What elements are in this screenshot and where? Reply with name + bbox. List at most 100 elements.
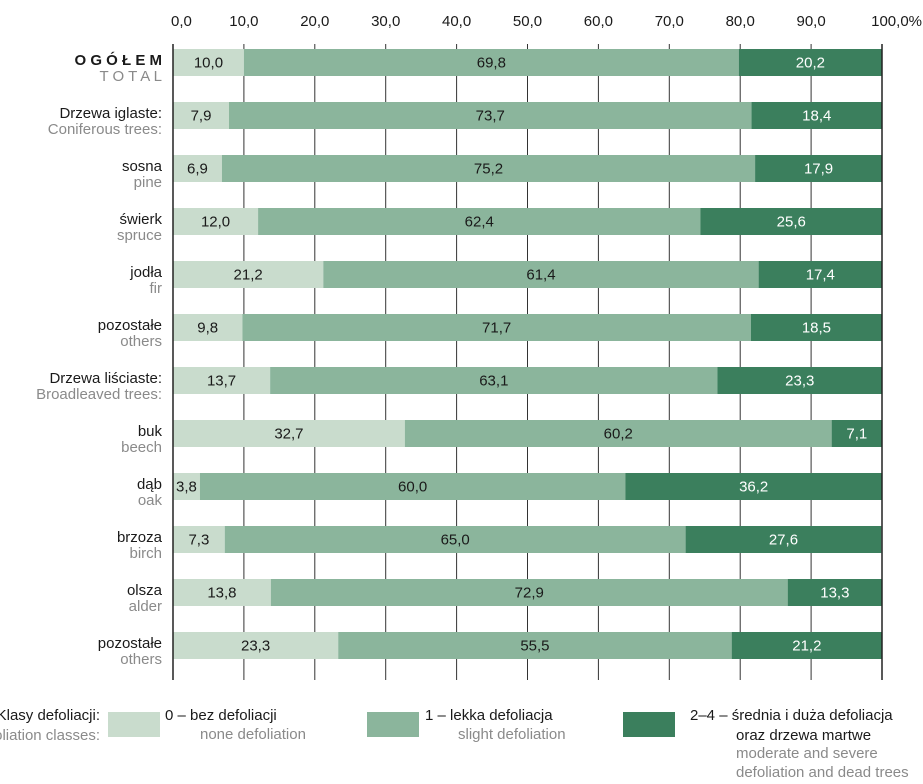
bar-slight [229,102,752,129]
data-label: 21,2 [792,638,821,655]
category-label-pl: Drzewa iglaste: [59,105,162,122]
bars: 10,0 69,8 20,2 7,9 73,7 18,4 6,9 75,2 17,9 12,0 62… [173,49,882,659]
data-label: 36,2 [739,479,768,496]
gridlines [172,44,883,680]
data-label: 13,3 [820,585,849,602]
data-label: 10,0 [194,55,223,72]
bar-slight [338,632,732,659]
data-label: 17,4 [806,267,835,284]
x-tick-label: 60,0 [584,13,613,30]
category-label-pl: olsza [127,582,163,599]
data-label: 18,5 [802,320,831,337]
legend-swatch-severe [623,712,675,737]
x-tick-label: 70,0 [655,13,684,30]
category-label-pl: jodła [129,264,162,281]
category-label-pl: Drzewa liściaste: [49,370,162,387]
data-label: 65,0 [441,532,470,549]
x-axis-ticks: 0,0 10,0 20,0 30,0 40,0 50,0 60,0 70,0 80,0 90,0 1… [171,13,922,30]
data-label: 7,3 [188,532,209,549]
bar-slight [224,526,686,553]
x-tick-label: 80,0 [726,13,755,30]
bar-none [173,579,271,606]
legend-label-en: slight defoliation [458,726,566,743]
bar-severe [750,314,882,341]
bar-none [173,155,222,182]
x-tick-label: 50,0 [513,13,542,30]
legend-label-en: none defoliation [200,726,306,743]
bar-severe [751,102,882,129]
data-label: 71,7 [482,320,511,337]
bar-none [173,208,259,235]
data-label: 69,8 [477,55,506,72]
x-tick-label: 40,0 [442,13,471,30]
data-label: 20,2 [796,55,825,72]
bar-slight [404,420,832,447]
category-label-en: Broadleaved trees: [36,386,162,403]
bar-slight [323,261,759,288]
category-label-pl: dąb [137,476,162,493]
bar-severe [700,208,882,235]
data-label: 21,2 [234,267,263,284]
data-label: 73,7 [476,108,505,125]
data-label: 7,9 [191,108,212,125]
bar-severe [787,579,882,606]
category-label-pl: O G Ó Ł E M [74,51,162,69]
legend-label-pl: oraz drzewa martwe [736,727,871,744]
x-tick-label: 10,0 [229,13,258,30]
data-label: 62,4 [465,214,494,231]
bar-slight [221,155,756,182]
category-label-en: others [120,333,162,350]
data-label: 3,8 [176,479,197,496]
data-label: 9,8 [197,320,218,337]
data-label: 60,2 [604,426,633,443]
data-label: 27,6 [769,532,798,549]
category-label-pl: sosna [122,158,163,175]
x-tick-label: 20,0 [300,13,329,30]
bar-severe [738,49,882,76]
legend-title-en: Defoliation classes: [0,727,100,744]
bar-severe [758,261,882,288]
category-label-en: fir [150,280,163,297]
x-tick-label: 100,0% [871,13,922,30]
data-label: 13,8 [207,585,236,602]
data-label: 63,1 [479,373,508,390]
legend-label-pl: 0 – bez defoliacji [165,707,277,724]
legend-label-pl: 2–4 – średnia i duża defoliacja [690,707,893,724]
data-label: 60,0 [398,479,427,496]
category-labels: O G Ó Ł E MT O T A L Drzewa iglaste:Conif… [36,51,163,668]
bar-none [173,526,225,553]
category-label-en: pine [134,174,162,191]
bar-none [173,420,405,447]
bar-severe [685,526,882,553]
bar-none [173,314,243,341]
category-label-en: birch [129,545,162,562]
category-label-pl: brzoza [117,529,163,546]
category-label-en: spruce [117,227,162,244]
category-label-en: T O T A L [99,68,162,85]
bar-none [173,102,230,129]
bar-none [173,367,271,394]
data-label: 12,0 [201,214,230,231]
bar-slight [242,314,751,341]
bar-none [173,49,244,76]
x-tick-label: 90,0 [796,13,825,30]
legend-swatch-none [108,712,160,737]
legend-label-en: moderate and severe [736,745,878,762]
bar-severe [731,632,882,659]
bar-none [173,473,200,500]
category-label-pl: pozostałe [98,635,162,652]
data-label: 61,4 [526,267,555,284]
bar-slight [270,367,718,394]
category-label-en: Coniferous trees: [48,121,162,138]
data-label: 13,7 [207,373,236,390]
x-tick-label: 30,0 [371,13,400,30]
category-label-pl: świerk [119,211,162,228]
data-label: 55,5 [520,638,549,655]
legend-label-pl: 1 – lekka defoliacja [425,707,553,724]
category-label-en: alder [129,598,162,615]
legend-label-en: defoliation and dead trees [736,764,909,781]
data-label: 72,9 [515,585,544,602]
legend-title-pl: Klasy defoliacji: [0,707,100,724]
bar-severe [625,473,882,500]
